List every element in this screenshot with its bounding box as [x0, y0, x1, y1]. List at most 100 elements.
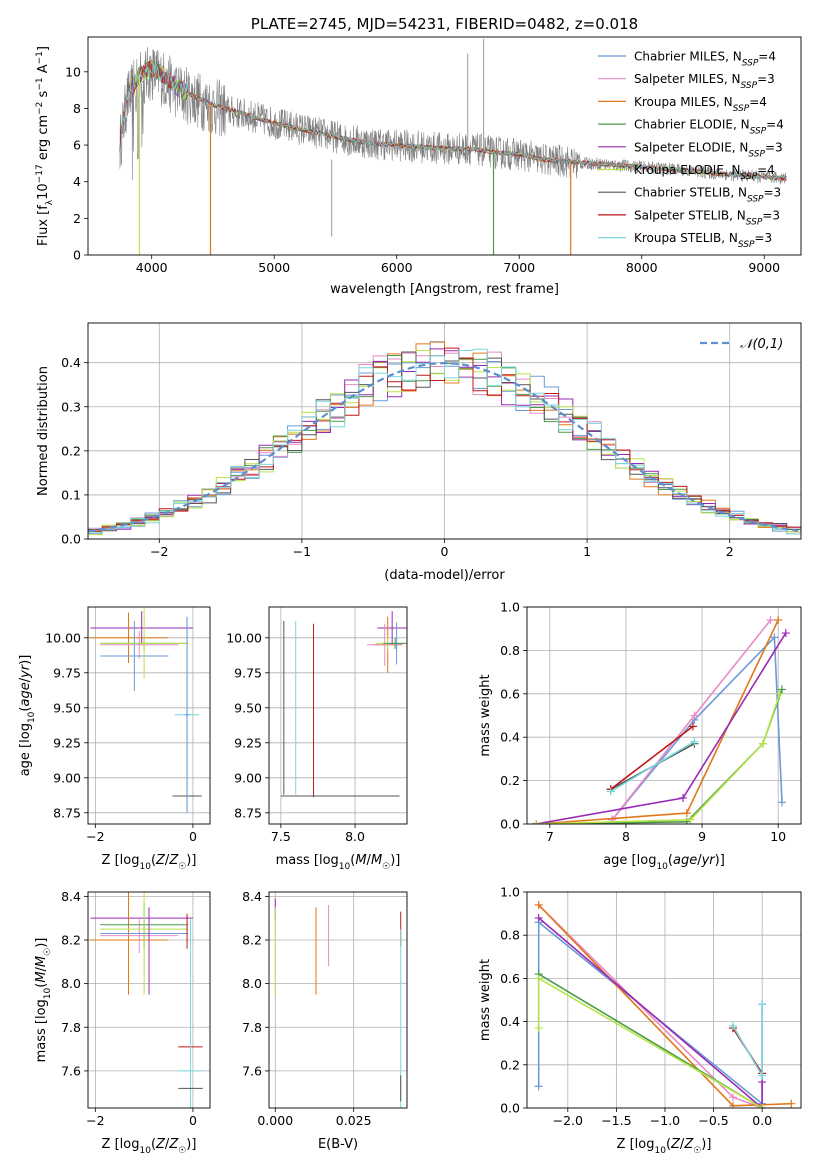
axes-frame	[268, 891, 408, 1109]
y-tick-label: 1.0	[500, 600, 520, 615]
weight-marker	[728, 1101, 737, 1108]
y-tick-label: 6	[73, 138, 81, 153]
y-tick-label: 0.2	[500, 1057, 520, 1072]
weight-line	[611, 619, 772, 821]
x-tick-label: 6000	[381, 260, 413, 275]
x-tick-label: −0.5	[698, 1113, 728, 1128]
weight-marker	[534, 1024, 543, 1033]
axes-frame	[526, 891, 802, 1109]
plot-area	[534, 900, 796, 1108]
plot-area	[89, 892, 203, 1108]
weight-marker	[534, 913, 543, 922]
x-axis-label: Z [log10(Z/Z☉)]	[617, 1137, 712, 1156]
weight-marker	[781, 629, 790, 638]
y-tick-label: 10.00	[226, 630, 262, 645]
x-tick-label: 7000	[503, 260, 535, 275]
y-tick-label: 9.25	[53, 735, 81, 750]
y-tick-label: 9.75	[234, 665, 262, 680]
axes-frame	[87, 606, 211, 825]
weight-marker	[606, 787, 615, 796]
x-tick-label: 7	[546, 829, 554, 844]
x-tick-label: 8000	[626, 260, 658, 275]
chart-6: −2 0 7.6 7.8 8.0 8.2 8.4 Z [log10(Z/Z☉)] mass [l…	[34, 889, 211, 1156]
error-bar-point	[100, 630, 179, 659]
weight-marker	[758, 1000, 767, 1009]
y-tick-label: 7.6	[242, 1063, 262, 1078]
weight-line	[537, 977, 763, 1108]
x-tick-label: 8.0	[345, 829, 365, 844]
x-tick-label: −1	[293, 544, 311, 559]
x-axis-label: Z [log10(Z/Z☉)]	[102, 853, 197, 872]
plot-area	[280, 611, 407, 798]
weight-line	[536, 689, 783, 824]
y-tick-label: 0.6	[500, 686, 520, 701]
y-tick-label: 9.00	[53, 770, 81, 785]
chart-3: −2 0 8.75 9.00 9.25 9.50 9.75 10.00 Z [log10(Z/Z…	[18, 606, 211, 872]
y-tick-label: 0.4	[61, 355, 81, 370]
chart-7: 0.000 0.025 7.6 7.8 8.0 8.2 8.4 E(B-V)	[242, 889, 408, 1152]
axes-frame	[87, 891, 211, 1109]
x-tick-label: −2	[150, 544, 168, 559]
x-tick-label: 0	[189, 1113, 197, 1128]
y-tick-label: 9.75	[53, 665, 81, 680]
x-tick-label: 10	[770, 829, 786, 844]
y-tick-label: 2	[73, 211, 81, 226]
y-tick-label: 4	[73, 174, 81, 189]
legend-label: Chabrier ELODIE, NSSP=4	[634, 118, 784, 137]
axes-frame	[526, 606, 802, 825]
plot-area	[119, 38, 787, 255]
y-axis-label: mass [log10(M/M☉)]	[34, 938, 53, 1063]
legend-label: Salpeter ELODIE, NSSP=3	[634, 140, 783, 159]
y-tick-label: 0.2	[500, 773, 520, 788]
error-bar-point	[100, 918, 179, 954]
x-tick-label: 0.025	[336, 1113, 372, 1128]
x-axis-label: Z [log10(Z/Z☉)]	[102, 1137, 197, 1156]
chart-4: 7.5 8.0 8.75 9.00 9.25 9.50 9.75 10.00 mass [log…	[226, 606, 408, 872]
y-tick-label: 0.2	[61, 443, 81, 458]
plot-area	[274, 898, 402, 1108]
x-axis-label: mass [log10(M/M☉)]	[276, 853, 401, 872]
y-tick-label: 7.8	[61, 1020, 81, 1035]
weight-marker	[690, 711, 699, 720]
x-tick-label: 5000	[258, 260, 290, 275]
y-axis-label: mass weight	[478, 674, 493, 756]
legend: Chabrier MILES, NSSP=4 Salpeter MILES, NS…	[598, 50, 784, 250]
weight-marker	[686, 815, 695, 824]
legend-label: 𝒩(0,1)	[740, 337, 783, 352]
y-tick-label: 8	[73, 101, 81, 116]
y-tick-label: 8.75	[234, 805, 262, 820]
x-tick-label: 9000	[748, 260, 780, 275]
x-tick-label: −1.5	[601, 1113, 631, 1128]
weight-line	[611, 635, 783, 821]
error-bar-point	[178, 918, 203, 1108]
y-tick-label: 0.8	[500, 928, 520, 943]
plot-area	[89, 608, 202, 813]
model-spectrum-line	[119, 61, 787, 181]
y-tick-label: 10	[65, 64, 81, 79]
y-axis-label: Normed distribution	[36, 366, 51, 496]
error-bar-point	[90, 611, 193, 645]
weight-marker	[777, 685, 786, 694]
weight-marker	[682, 809, 691, 818]
plot-area	[532, 616, 790, 824]
x-tick-label: −2.0	[553, 1113, 583, 1128]
y-tick-label: 8.4	[61, 889, 81, 904]
y-tick-label: 0.8	[500, 643, 520, 658]
y-tick-label: 0.3	[61, 399, 81, 414]
x-tick-label: 8	[622, 829, 630, 844]
y-axis-label: age [log10(age/yr)]	[18, 655, 37, 777]
chart-title: PLATE=2745, MJD=54231, FIBERID=0482, z=0…	[251, 15, 638, 33]
weight-marker	[787, 1099, 796, 1108]
weight-marker	[777, 798, 786, 807]
weight-marker	[534, 974, 543, 983]
weight-marker	[534, 1082, 543, 1091]
y-tick-label: 0.1	[61, 487, 81, 502]
chart-1: 4000 5000 6000 7000 8000 9000 0 2 4 6 8 10 PLATE=274…	[35, 15, 802, 297]
y-tick-label: 8.0	[61, 976, 81, 991]
x-tick-label: 4000	[136, 260, 168, 275]
y-tick-label: 1.0	[500, 885, 520, 900]
x-tick-label: −2	[86, 829, 104, 844]
weight-marker	[770, 633, 779, 642]
chart-8: −2.0 −1.5 −1.0 −0.5 0.0 0.0 0.2 0.4 0.6 0.8 1.0 Z […	[478, 885, 802, 1156]
